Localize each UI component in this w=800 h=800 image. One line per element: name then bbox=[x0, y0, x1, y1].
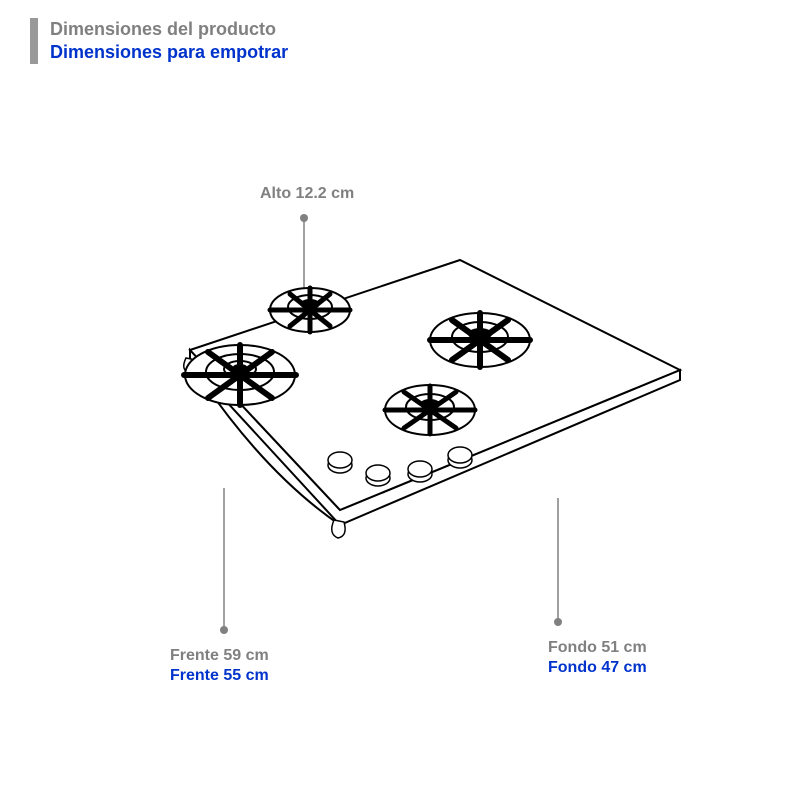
knob-2 bbox=[366, 465, 390, 486]
label-alto: Alto 12.2 cm bbox=[260, 184, 354, 204]
label-fondo-builtin: Fondo 47 cm bbox=[548, 658, 647, 678]
leader-dot-frente bbox=[220, 626, 228, 634]
label-frente: Frente 59 cm Frente 55 cm bbox=[170, 646, 269, 686]
knob-1 bbox=[328, 452, 352, 473]
burner-front-left bbox=[184, 345, 296, 405]
label-fondo-product: Fondo 51 cm bbox=[548, 638, 647, 658]
knob-3 bbox=[408, 461, 432, 482]
cooktop-diagram bbox=[0, 0, 800, 800]
leader-dot-fondo bbox=[554, 618, 562, 626]
page: Dimensiones del producto Dimensiones par… bbox=[0, 0, 800, 800]
leader-dot-alto bbox=[300, 214, 308, 222]
burner-front-right bbox=[385, 385, 475, 435]
label-frente-product: Frente 59 cm bbox=[170, 646, 269, 666]
label-fondo: Fondo 51 cm Fondo 47 cm bbox=[548, 638, 647, 678]
label-frente-builtin: Frente 55 cm bbox=[170, 666, 269, 686]
burner-back-left bbox=[270, 288, 350, 332]
label-alto-value: Alto 12.2 cm bbox=[260, 185, 354, 202]
knob-4 bbox=[448, 447, 472, 468]
burner-back-right bbox=[430, 313, 530, 367]
